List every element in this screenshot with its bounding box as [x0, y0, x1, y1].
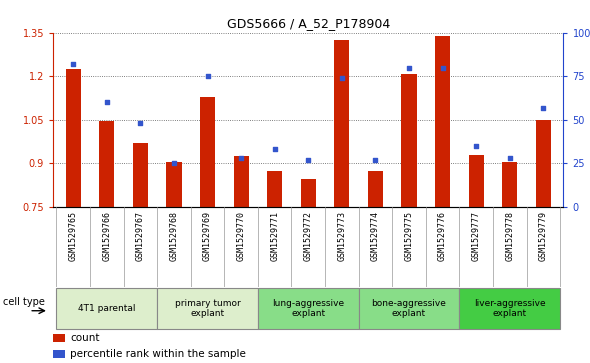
- Bar: [536, 120, 551, 207]
- Bar: [267, 171, 282, 207]
- Bar: [435, 36, 450, 207]
- Bar: [368, 171, 383, 207]
- Bar: [133, 143, 148, 207]
- Text: GSM1529769: GSM1529769: [203, 211, 212, 261]
- Point: [371, 157, 380, 163]
- Text: GSM1529774: GSM1529774: [371, 211, 380, 261]
- FancyBboxPatch shape: [460, 287, 560, 330]
- Bar: [99, 121, 114, 207]
- Bar: [401, 74, 417, 207]
- Point: [303, 157, 313, 163]
- Point: [68, 61, 78, 67]
- Bar: [234, 155, 248, 207]
- Point: [505, 155, 514, 161]
- Text: GSM1529779: GSM1529779: [539, 211, 548, 261]
- Bar: [502, 162, 517, 207]
- Title: GDS5666 / A_52_P178904: GDS5666 / A_52_P178904: [227, 17, 390, 30]
- Text: GSM1529775: GSM1529775: [405, 211, 414, 261]
- Text: liver-aggressive
explant: liver-aggressive explant: [474, 299, 546, 318]
- Bar: [65, 69, 81, 207]
- Point: [539, 105, 548, 110]
- Text: bone-aggressive
explant: bone-aggressive explant: [372, 299, 447, 318]
- Point: [471, 143, 481, 149]
- FancyBboxPatch shape: [359, 287, 460, 330]
- Text: cell type: cell type: [3, 297, 44, 307]
- Bar: [53, 350, 65, 358]
- Text: GSM1529772: GSM1529772: [304, 211, 313, 261]
- Point: [102, 99, 112, 105]
- Text: count: count: [70, 333, 100, 343]
- Text: GSM1529771: GSM1529771: [270, 211, 279, 261]
- Text: GSM1529770: GSM1529770: [237, 211, 245, 261]
- FancyBboxPatch shape: [57, 287, 157, 330]
- Text: GSM1529777: GSM1529777: [471, 211, 481, 261]
- Bar: [166, 162, 182, 207]
- Text: GSM1529776: GSM1529776: [438, 211, 447, 261]
- FancyBboxPatch shape: [258, 287, 359, 330]
- Text: percentile rank within the sample: percentile rank within the sample: [70, 349, 246, 359]
- Point: [438, 65, 447, 70]
- Bar: [335, 40, 349, 207]
- Point: [404, 65, 414, 70]
- Text: GSM1529765: GSM1529765: [69, 211, 78, 261]
- Bar: [200, 97, 215, 207]
- Bar: [301, 179, 316, 207]
- Text: GSM1529767: GSM1529767: [136, 211, 145, 261]
- Point: [337, 75, 346, 81]
- Point: [203, 73, 212, 79]
- Text: GSM1529766: GSM1529766: [102, 211, 112, 261]
- Text: GSM1529773: GSM1529773: [337, 211, 346, 261]
- FancyBboxPatch shape: [157, 287, 258, 330]
- Point: [237, 155, 246, 161]
- Text: lung-aggressive
explant: lung-aggressive explant: [272, 299, 345, 318]
- Point: [270, 147, 280, 152]
- Text: 4T1 parental: 4T1 parental: [78, 304, 136, 313]
- Point: [169, 160, 179, 166]
- Bar: [468, 155, 484, 207]
- Point: [136, 121, 145, 126]
- Text: GSM1529778: GSM1529778: [505, 211, 514, 261]
- Text: GSM1529768: GSM1529768: [169, 211, 178, 261]
- Bar: [53, 334, 65, 342]
- Text: primary tumor
explant: primary tumor explant: [175, 299, 240, 318]
